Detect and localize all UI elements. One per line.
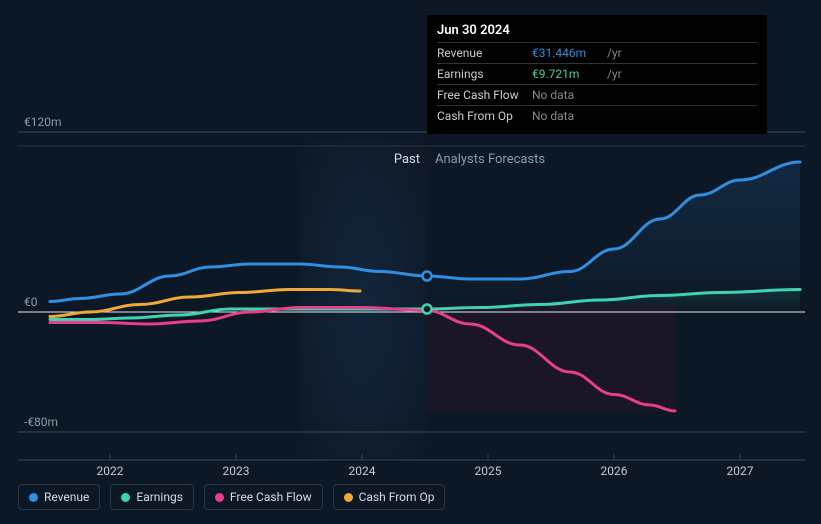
x-tick-label: 2027: [727, 464, 754, 478]
revenue-area: [427, 162, 800, 312]
chart-svg[interactable]: €120m €0 -€80m 2022 2023 2024 2025 2026 2027: [0, 0, 821, 524]
earnings-forecast-chart: €120m €0 -€80m 2022 2023 2024 2025 2026 2027: [0, 0, 821, 524]
y-tick-label: -€80m: [24, 415, 58, 429]
fcf-forecast-band: [427, 305, 675, 412]
legend-swatch: [29, 493, 38, 502]
past-region-label: Past: [394, 152, 420, 167]
revenue-marker: [423, 272, 432, 281]
legend-item-cfo[interactable]: Cash From Op: [333, 484, 446, 510]
legend-item-fcf[interactable]: Free Cash Flow: [204, 484, 323, 510]
x-tick-label: 2026: [601, 464, 628, 478]
chart-legend: Revenue Earnings Free Cash Flow Cash From O…: [18, 484, 445, 510]
legend-swatch: [344, 493, 353, 502]
legend-swatch: [215, 493, 224, 502]
y-tick-label: €0: [24, 295, 38, 309]
legend-label: Earnings: [136, 490, 183, 504]
spotlight-band: [300, 140, 427, 460]
x-tick-label: 2023: [223, 464, 250, 478]
x-tick-label: 2022: [97, 464, 124, 478]
earnings-marker: [423, 305, 432, 314]
legend-label: Cash From Op: [359, 490, 435, 504]
x-tick-label: 2024: [349, 464, 376, 478]
legend-label: Revenue: [44, 490, 89, 504]
legend-item-revenue[interactable]: Revenue: [18, 484, 100, 510]
forecast-region-label: Analysts Forecasts: [435, 152, 545, 167]
x-tick-label: 2025: [475, 464, 502, 478]
legend-swatch: [121, 493, 130, 502]
legend-label: Free Cash Flow: [230, 490, 312, 504]
y-tick-label: €120m: [24, 115, 62, 129]
legend-item-earnings[interactable]: Earnings: [110, 484, 194, 510]
